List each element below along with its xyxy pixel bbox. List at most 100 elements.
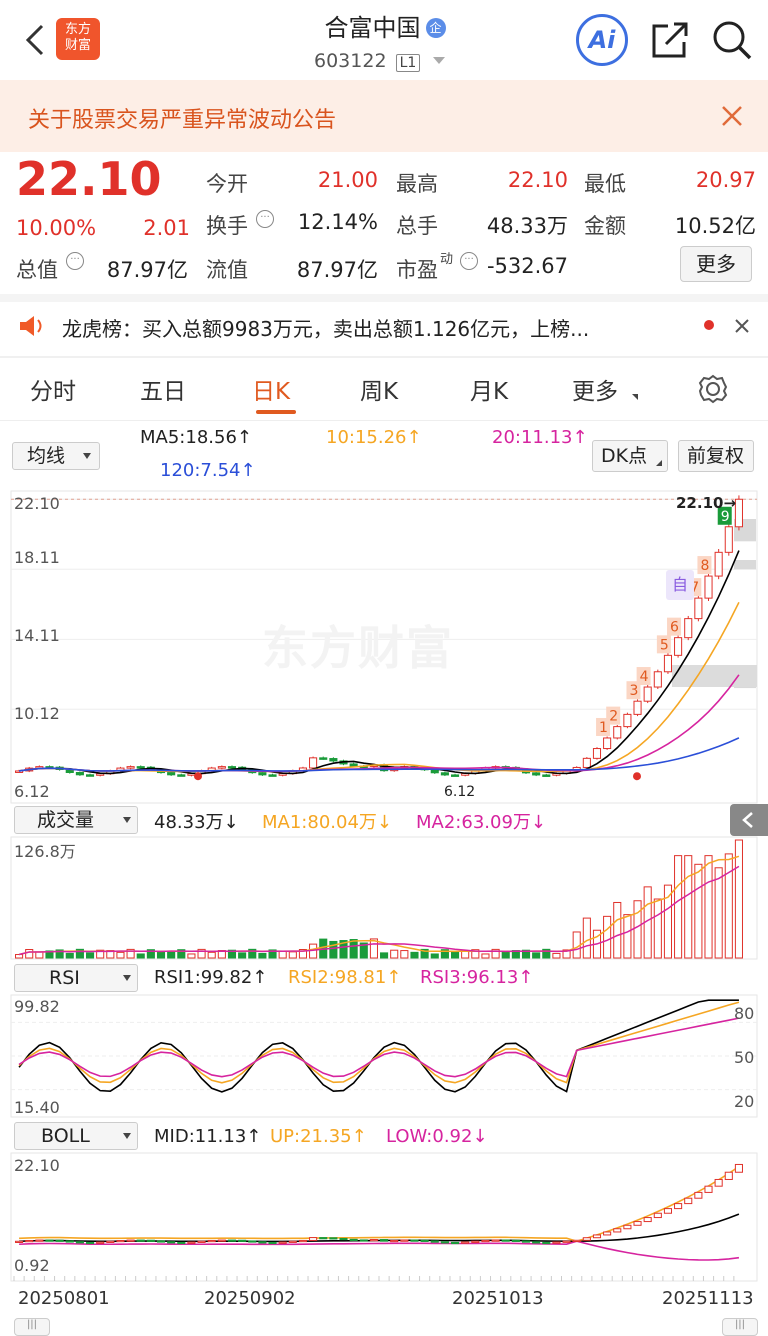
candle — [724, 526, 733, 553]
tab-daily-k[interactable]: 日K — [252, 379, 291, 405]
info-icon[interactable]: ··· — [66, 252, 84, 270]
td-marker-label: 7 — [690, 580, 699, 596]
boll-candle — [248, 1240, 257, 1243]
close-icon[interactable] — [734, 318, 750, 338]
tab-minute[interactable]: 分时 — [30, 379, 76, 405]
boll-candle — [298, 1239, 308, 1243]
boll-candle — [643, 1217, 652, 1223]
tab-monthly-k[interactable]: 月K — [470, 379, 509, 405]
field-label: 最高 — [396, 172, 438, 196]
scroll-handle-right[interactable]: ||| — [722, 1318, 758, 1336]
boll-candle — [238, 1239, 247, 1242]
close-icon[interactable] — [720, 104, 744, 132]
rsi-50-label: 50 — [734, 1048, 755, 1067]
info-icon[interactable]: ··· — [460, 252, 478, 270]
red-dot — [704, 320, 714, 330]
collapse-arrow-button[interactable] — [730, 804, 768, 836]
volume-bar — [582, 917, 591, 959]
boll-selector[interactable]: BOLL — [14, 1122, 138, 1150]
td-marker-label: 4 — [640, 669, 649, 685]
field-value: 87.97亿 — [296, 258, 378, 282]
ai-icon[interactable]: Ai — [576, 14, 628, 66]
boll-candle — [420, 1239, 429, 1242]
scroll-handle-left[interactable]: ||| — [14, 1318, 50, 1336]
volume-bar — [339, 940, 348, 959]
boll-candle — [339, 1237, 348, 1241]
boll-candle — [96, 1241, 105, 1244]
td-marker-label: 2 — [609, 709, 618, 725]
boll-candle — [309, 1237, 318, 1241]
boll-candle — [75, 1241, 84, 1244]
pe-superscript: 动 — [440, 252, 454, 267]
volume-bar — [684, 855, 693, 959]
boll-candle — [491, 1239, 500, 1242]
back-icon[interactable] — [20, 22, 50, 58]
info-icon[interactable]: ··· — [256, 210, 274, 228]
boll-candle — [542, 1241, 551, 1245]
candle — [136, 766, 145, 769]
boll-candle — [400, 1239, 409, 1242]
candle — [542, 774, 551, 777]
volume-bar — [521, 949, 531, 959]
volume-bar — [663, 884, 673, 959]
adjust-button[interactable]: 前复权 — [678, 440, 754, 472]
rsi-selector[interactable]: RSI — [14, 964, 138, 992]
boll-candle — [288, 1240, 297, 1243]
field-value: 20.97 — [695, 168, 756, 192]
volume-bar — [562, 949, 571, 959]
candle — [349, 763, 358, 767]
td-marker-label: 3 — [629, 683, 638, 699]
boll-candle — [481, 1239, 490, 1243]
dk-point-button[interactable]: DK点 — [592, 440, 668, 472]
rsi-20-label: 20 — [734, 1092, 755, 1111]
boll-candle — [461, 1241, 470, 1244]
boll-candle — [156, 1240, 166, 1243]
settings-gear-icon[interactable] — [698, 374, 728, 408]
td-marker — [636, 667, 651, 686]
boll-candle — [674, 1203, 683, 1210]
boll-candle — [65, 1240, 74, 1243]
volume-ma2-readout: MA2:63.09万↓ — [416, 812, 546, 833]
field-value: 12.14% — [297, 210, 378, 234]
volume-bar — [268, 949, 277, 959]
candle — [217, 766, 226, 769]
top-bar: 东方 财富 合富中国 企 603122 L1 Ai — [0, 0, 768, 80]
td-marker-label: 6 — [670, 620, 679, 636]
ma-selector[interactable]: 均线 — [12, 442, 100, 470]
tab-weekly-k[interactable]: 周K — [360, 379, 399, 405]
dragon-list-text[interactable]: 龙虎榜：买入总额9983万元，卖出总额1.126亿元，上榜... — [62, 317, 590, 341]
volume-selector-label: 成交量 — [37, 809, 95, 831]
dropdown-icon — [123, 1133, 131, 1139]
rsi-line — [18, 999, 739, 1093]
field-label: 最低 — [584, 172, 626, 196]
search-icon[interactable] — [710, 18, 754, 66]
boll-candle — [734, 1163, 743, 1173]
boll-candle — [35, 1239, 44, 1242]
boll-candle — [197, 1240, 206, 1243]
candle — [85, 774, 95, 777]
auto-tag: 自 — [666, 570, 694, 600]
date-label: 20251013 — [452, 1288, 544, 1309]
dropdown-icon[interactable] — [433, 57, 446, 64]
level-badge: L1 — [395, 54, 421, 72]
field-value: 48.33万 — [486, 214, 568, 238]
more-button[interactable]: 更多 — [680, 246, 752, 282]
tab-five-day[interactable]: 五日 — [140, 379, 186, 405]
field-value: 10.52亿 — [674, 214, 756, 238]
tab-more[interactable]: 更多 — [572, 379, 618, 405]
volume-bar — [15, 954, 24, 959]
boll-top-label: 22.10 — [14, 1156, 60, 1175]
announcement-banner[interactable]: 关于股票交易严重异常波动公告 — [0, 80, 768, 152]
boll-candle — [369, 1239, 378, 1242]
candle — [167, 772, 176, 776]
boll-candle — [613, 1228, 622, 1233]
volume-bar — [288, 951, 297, 959]
volume-selector[interactable]: 成交量 — [14, 806, 138, 834]
volume-bar — [481, 953, 490, 959]
rsi-80-label: 80 — [734, 1004, 755, 1023]
volume-bar — [45, 950, 54, 959]
share-icon[interactable] — [648, 18, 692, 66]
candle — [684, 618, 693, 639]
y-axis-label: 10.12 — [14, 704, 60, 723]
